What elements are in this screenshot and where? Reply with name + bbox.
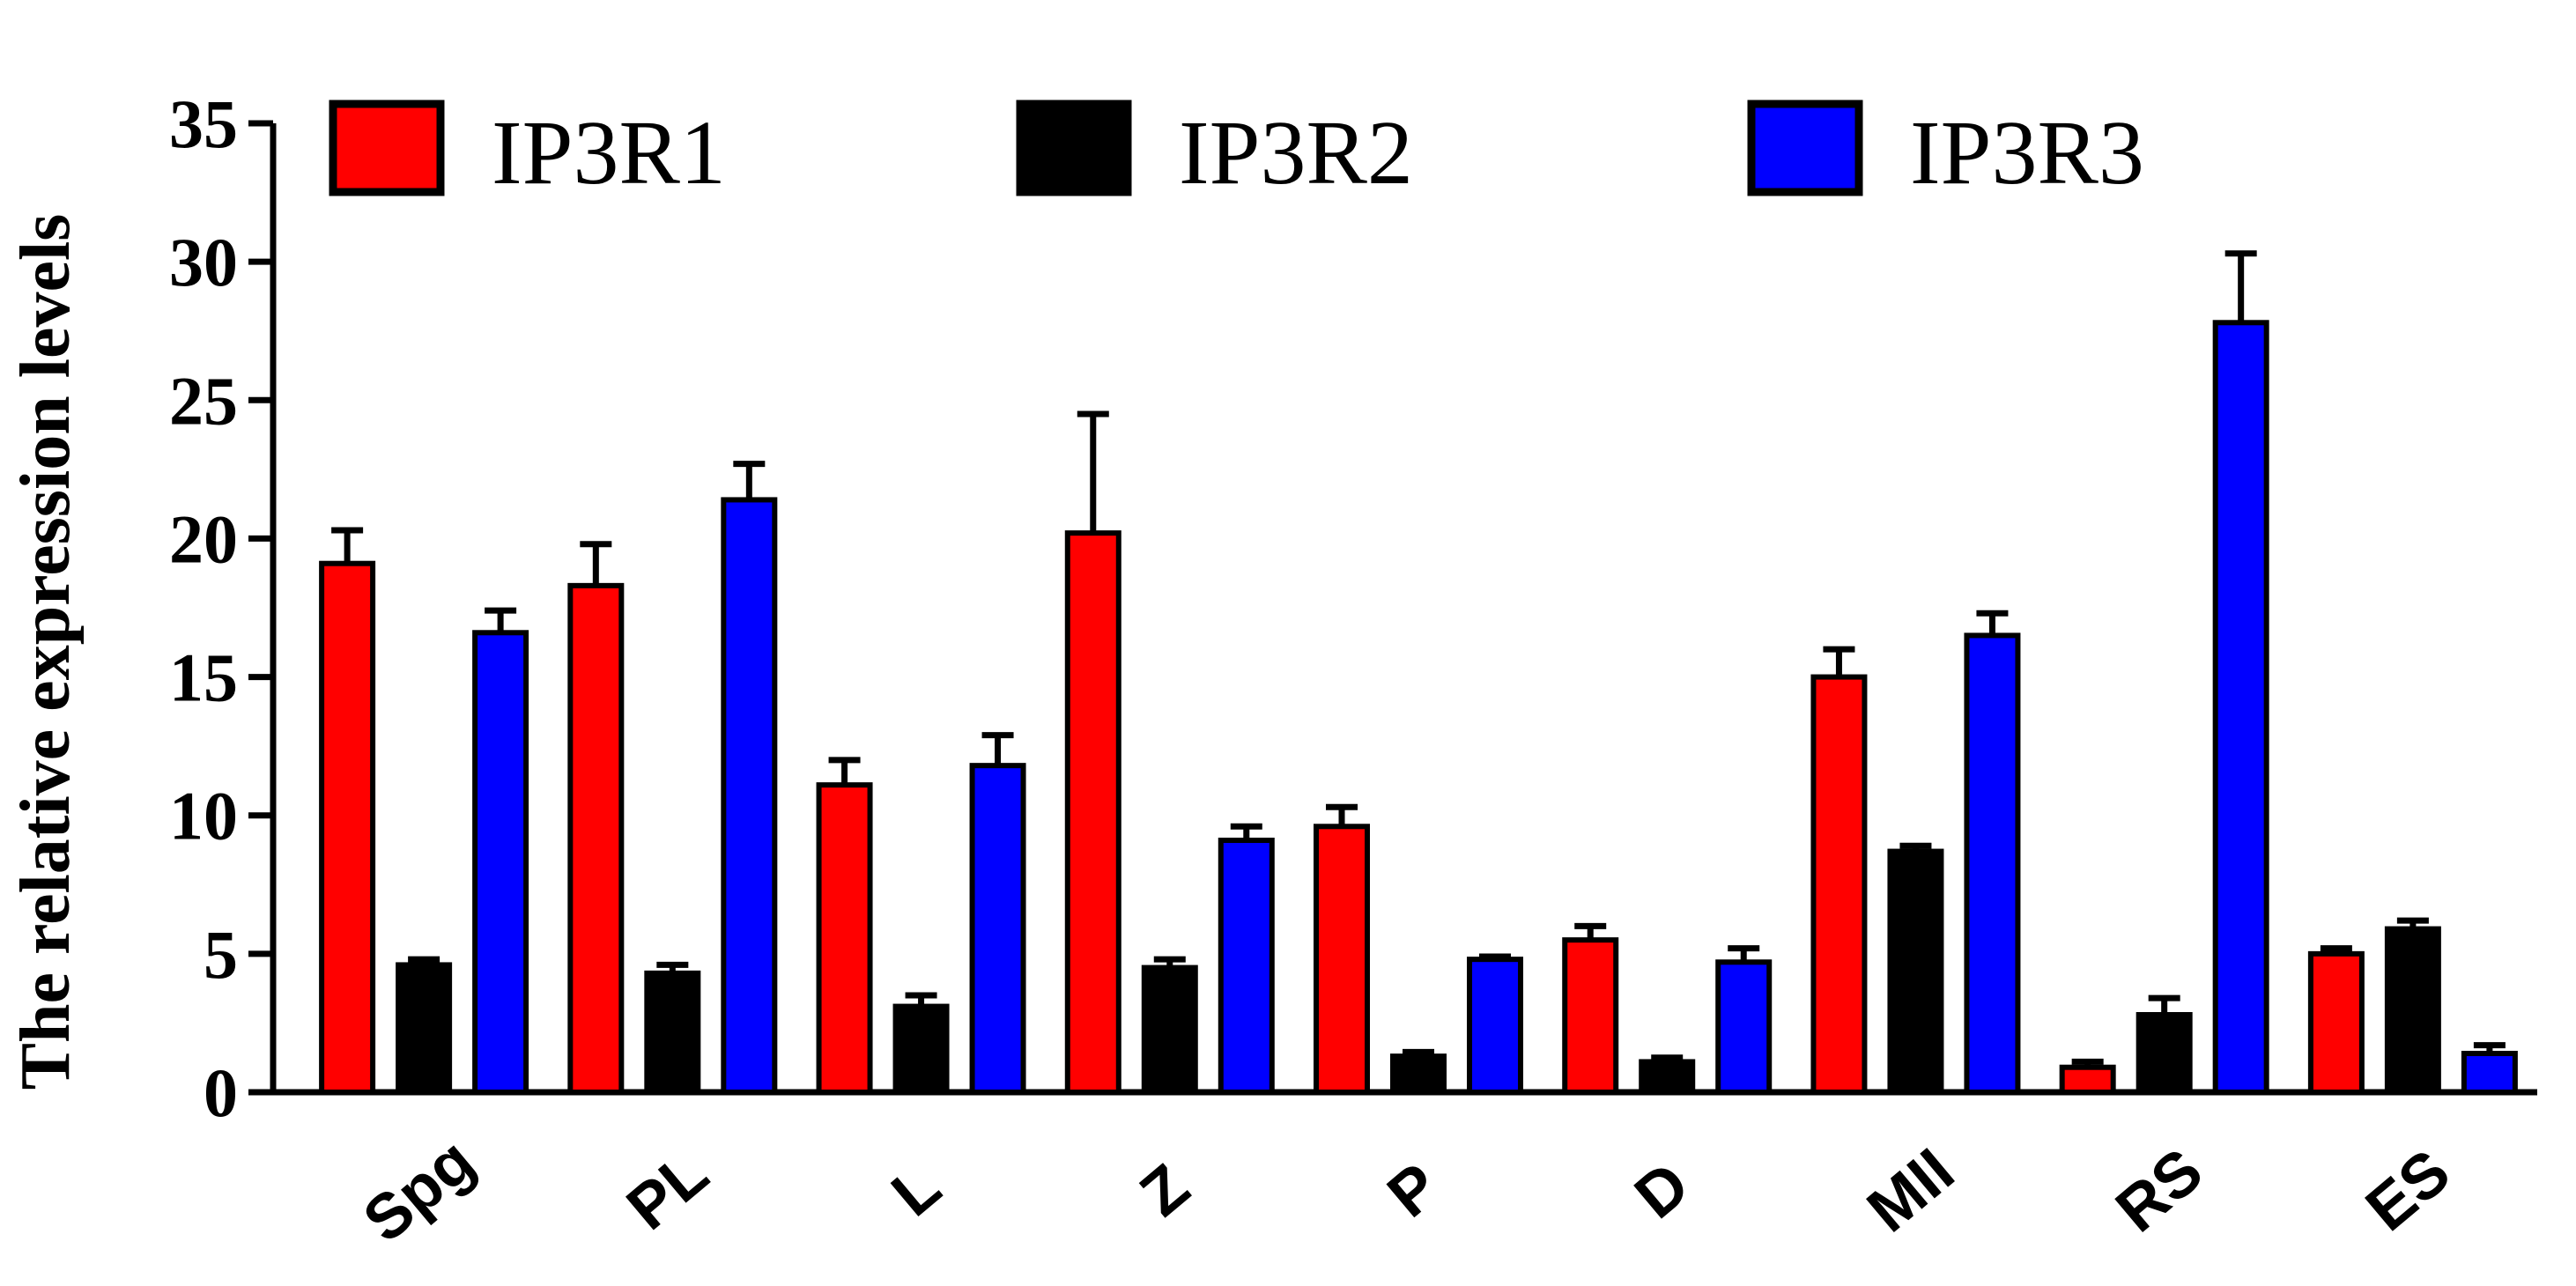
bar-IP3R1-MII	[1810, 674, 1868, 1095]
bar-IP3R2-P	[1390, 1053, 1447, 1095]
bar-IP3R1-L	[816, 782, 873, 1096]
x-tick-label: ES	[2353, 1136, 2463, 1245]
x-tick-label: L	[879, 1151, 954, 1231]
bar-IP3R2-L	[892, 1003, 950, 1095]
bar-IP3R2-ES	[2384, 926, 2441, 1095]
x-tick-label: Z	[1128, 1151, 1203, 1231]
legend-swatch-IP3R3	[1747, 100, 1863, 196]
bar-IP3R2-Spg	[396, 962, 453, 1096]
y-tick-label: 35	[169, 85, 238, 162]
y-axis: 0 5 10 15 20 25 30 35	[169, 85, 277, 1131]
legend: IP3R1 IP3R2 IP3R3	[329, 100, 2144, 203]
y-tick-label: 15	[169, 639, 238, 716]
bar-IP3R3-MII	[1964, 632, 2021, 1095]
bar-IP3R2-D	[1639, 1059, 1696, 1096]
bar-IP3R1-ES	[2307, 950, 2365, 1096]
bar-IP3R3-Z	[1218, 838, 1275, 1095]
x-tick-label: Spg	[351, 1125, 488, 1256]
bar-IP3R3-RS	[2212, 320, 2269, 1095]
bar-IP3R2-Z	[1141, 964, 1198, 1095]
y-tick-label: 0	[204, 1054, 238, 1131]
x-axis: Spg PL L Z P D MII RS ES	[273, 1089, 2537, 1256]
bar-IP3R3-L	[969, 763, 1026, 1096]
x-tick-label: P	[1374, 1150, 1452, 1231]
x-tick-label: D	[1622, 1149, 1702, 1232]
y-tick-label: 5	[204, 916, 238, 993]
bars	[319, 320, 2518, 1096]
bar-IP3R1-PL	[567, 582, 625, 1095]
legend-label-IP3R1: IP3R1	[492, 102, 726, 203]
legend-swatch-IP3R1	[329, 100, 445, 196]
legend-label-IP3R2: IP3R2	[1179, 102, 1413, 203]
bar-IP3R2-RS	[2136, 1012, 2193, 1095]
y-tick-label: 10	[169, 778, 238, 854]
bar-IP3R1-P	[1314, 824, 1370, 1095]
bar-IP3R3-D	[1715, 959, 1773, 1096]
y-tick-label: 30	[169, 224, 238, 300]
bar-IP3R1-RS	[2059, 1064, 2116, 1095]
y-tick-label: 20	[169, 500, 238, 577]
bar-IP3R2-MII	[1887, 848, 1944, 1095]
bar-IP3R3-Spg	[472, 630, 529, 1095]
x-tick-label: RS	[2103, 1135, 2216, 1246]
legend-label-IP3R3: IP3R3	[1910, 102, 2144, 203]
y-axis-label: The relative expression levels	[7, 214, 85, 1090]
bar-IP3R3-PL	[721, 497, 778, 1095]
error-bars	[331, 250, 2506, 1068]
legend-swatch-IP3R2	[1016, 100, 1132, 196]
y-tick-label: 25	[169, 362, 238, 439]
bar-IP3R1-Spg	[319, 560, 376, 1095]
bar-IP3R3-P	[1467, 957, 1523, 1095]
bar-IP3R1-Z	[1064, 530, 1121, 1095]
bar-IP3R1-D	[1562, 937, 1619, 1095]
bar-IP3R2-PL	[644, 970, 701, 1096]
x-tick-label: MII	[1854, 1135, 1967, 1246]
x-tick-label: PL	[614, 1137, 722, 1243]
bar-IP3R3-ES	[2461, 1051, 2518, 1095]
